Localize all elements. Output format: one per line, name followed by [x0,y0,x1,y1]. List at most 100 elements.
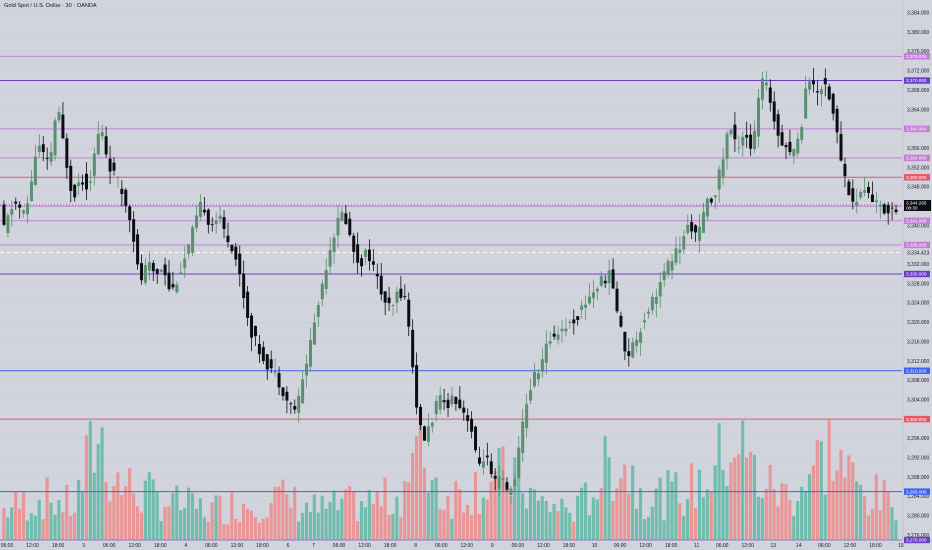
level-label: 3,336.000 [906,243,927,248]
volume-bar [847,455,851,540]
volume-bar [611,500,615,540]
volume-bar [430,480,434,540]
candle-body [611,269,615,289]
volume-bar [214,495,218,540]
candle-body [474,426,478,451]
volume-bar [187,487,191,540]
volume-bar [289,507,293,540]
volume-bar [438,508,442,540]
candle-body [698,226,702,241]
volume-bar [635,508,639,540]
candle-body [143,265,147,283]
candle-body [399,288,403,298]
volume-bar [222,524,226,540]
volume-bar [603,435,607,540]
volume-bar [218,495,222,540]
candle-body [812,80,816,85]
candle-body [2,204,6,225]
volume-bar [690,463,694,540]
volume-bar [544,500,548,540]
volume-bar [831,481,835,540]
candle-body [725,133,729,159]
candle-body [650,296,654,311]
volume-bar [395,496,399,540]
volume-bar [202,517,206,540]
level-label: 3,341.000 [906,219,927,224]
volume-bar [297,521,301,540]
candle-body [253,326,257,337]
y-tick-label: 3,332.000 [907,262,929,268]
y-tick-label: 3,308.000 [907,378,929,384]
candle-body [391,305,395,306]
candle-body [831,93,835,114]
volume-bar [595,499,599,540]
volume-bar [139,512,143,540]
candle-body [419,406,423,426]
volume-bar [607,457,611,540]
volume-bar [403,481,407,540]
x-tick-label: 12:00 [26,543,39,549]
volume-bar [379,506,383,540]
volume-bar [682,515,686,540]
volume-bar [768,464,772,540]
candle-body [544,343,548,363]
candle-body [588,296,592,304]
candle-body [356,244,360,263]
volume-bar [686,498,690,540]
volume-bar [658,477,662,540]
x-tick-label: 06:00 [818,543,831,549]
candle-body [741,136,745,146]
candle-body [92,153,96,176]
volume-bar [776,506,780,540]
candle-body [41,144,45,153]
chart-title: Gold Spot / U.S. Dollar · 30 · OANDA [4,3,97,9]
volume-bar [886,491,890,540]
level-label: 3,350.000 [906,175,927,180]
candle-body [662,271,666,281]
volume-bar [811,465,815,540]
volume-bar [693,507,698,540]
volume-bar [281,479,285,540]
candle-body [238,253,242,274]
candle-body [481,461,485,468]
candle-body [776,114,780,136]
candle-body [301,379,305,404]
candle-body [116,177,120,178]
volume-bar [548,512,552,540]
volume-bar [705,489,709,540]
volume-bar [442,509,446,540]
volume-bar [473,472,478,540]
volume-bar [536,500,540,540]
volume-bar [128,468,132,540]
candle-body [29,181,33,202]
volume-bar [285,494,289,540]
candle-body [843,163,847,177]
candle-body [584,304,588,308]
y-tick-label: 3,296.000 [907,436,929,442]
candle-body [69,165,73,191]
candle-body [33,156,37,185]
x-tick-label: 12:00 [639,543,652,549]
candle-body [395,291,399,303]
volume-bar [112,485,116,540]
candle-body [191,227,195,253]
current-price-tag [904,200,931,212]
candle-body [305,363,309,376]
volume-bar [505,482,509,540]
candle-body [548,341,552,344]
x-tick-label: 10 [592,543,598,549]
candle-body [206,209,210,225]
volume-bar [509,496,513,540]
candle-body [183,258,187,269]
y-tick-label: 3,316.000 [907,339,929,345]
candle-body [733,124,737,140]
x-tick-label: 18:00 [563,543,576,549]
volume-bar [265,517,269,540]
volume-bar [481,497,485,540]
candle-body [222,217,226,229]
volume-bar [638,488,643,540]
x-tick-label: 7 [312,543,315,549]
level-tag [904,217,930,224]
volume-bar [2,507,6,540]
